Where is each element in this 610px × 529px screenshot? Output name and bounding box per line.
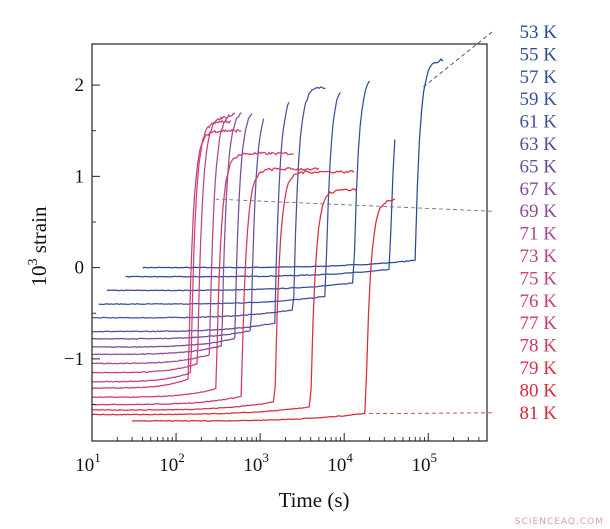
plot-frame — [91, 43, 488, 442]
temperature-label: 59 K — [520, 89, 558, 110]
series-line-57k — [106, 80, 371, 292]
series-line-75k — [91, 119, 232, 383]
series-line-77k — [91, 151, 294, 399]
temperature-label: 65 K — [520, 156, 558, 177]
temperature-label: 53 K — [520, 22, 558, 43]
series-line-67k — [91, 113, 253, 348]
x-tick-label: 104 — [327, 450, 353, 476]
x-tick-label: 101 — [75, 450, 101, 476]
series-line-63k — [92, 102, 290, 333]
series-line-61k — [91, 86, 326, 319]
temperature-label: 61 K — [520, 112, 558, 133]
temperature-label: 71 K — [520, 224, 558, 245]
temperature-label: 63 K — [520, 134, 558, 155]
temperature-label: 78 K — [520, 336, 558, 357]
temperature-label: 76 K — [520, 291, 558, 312]
temperature-label: 80 K — [520, 380, 558, 401]
temperature-label: 57 K — [520, 67, 558, 88]
series-line-59k — [98, 92, 341, 306]
y-axis-title: 103 strain — [26, 206, 51, 286]
y-tick-label: 1 — [75, 166, 85, 187]
series-line-73k — [92, 115, 228, 374]
temperature-label: 55 K — [520, 44, 558, 65]
temperature-labels: 53 K55 K57 K59 K61 K63 K65 K67 K69 K71 K… — [520, 22, 558, 424]
dashed-guide — [423, 31, 493, 88]
x-tick-label: 102 — [159, 450, 185, 476]
watermark-text: SCIENCEAQ.COM — [515, 517, 604, 527]
y-tick-label: 2 — [75, 75, 85, 96]
dashed-guide — [215, 198, 493, 212]
temperature-label: 67 K — [520, 179, 558, 200]
dashed-guide — [367, 412, 493, 415]
x-tick-label: 105 — [411, 450, 437, 476]
temperature-label: 77 K — [520, 313, 558, 334]
series-line-53k — [142, 58, 444, 269]
y-tick-label: −1 — [64, 349, 84, 370]
x-tick-label: 103 — [243, 450, 269, 476]
series-line-78k — [91, 167, 320, 406]
series-layer — [91, 58, 444, 422]
series-line-79k — [91, 169, 355, 411]
series-line-71k — [91, 112, 236, 365]
axes-layer: 101 102 103 104 105 2 1 0 −1 103 strain — [26, 75, 488, 476]
series-line-80k — [91, 188, 357, 416]
y-tick-label: 0 — [75, 258, 85, 279]
temperature-label: 73 K — [520, 246, 558, 267]
dashed-guide-lines — [215, 31, 493, 415]
x-axis-title: Time (s) — [279, 488, 350, 512]
series-line-55k — [125, 139, 396, 278]
temperature-label: 75 K — [520, 268, 558, 289]
temperature-label: 79 K — [520, 358, 558, 379]
temperature-label: 69 K — [520, 201, 558, 222]
series-line-81k — [131, 198, 396, 422]
series-line-76k — [92, 128, 242, 390]
temperature-label: 81 K — [520, 403, 558, 424]
